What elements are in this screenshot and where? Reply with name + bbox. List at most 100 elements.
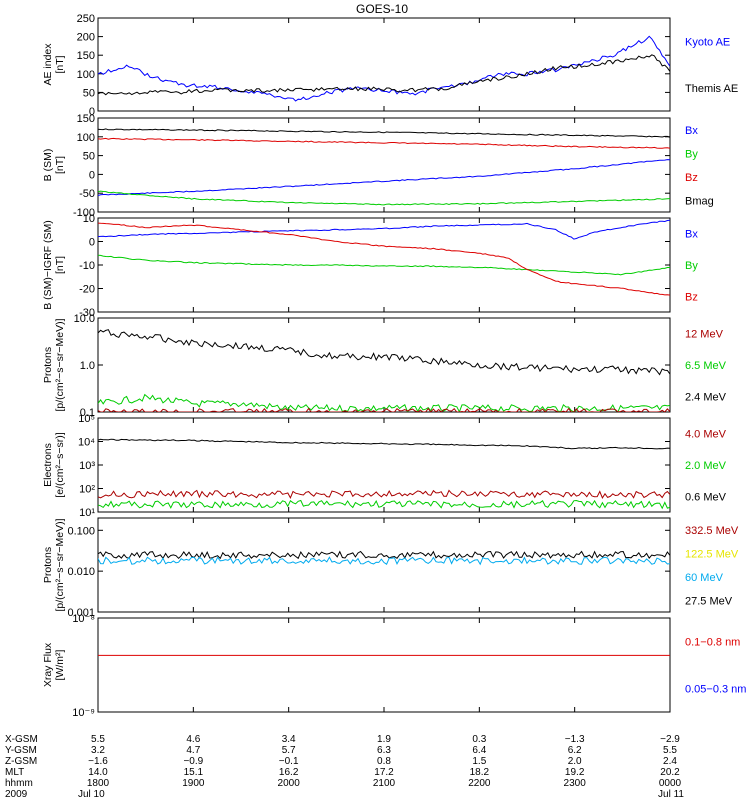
x-axis-row-label: 2009 bbox=[5, 789, 28, 800]
series-by bbox=[98, 254, 670, 276]
x-axis-value: 3.4 bbox=[282, 734, 296, 745]
y-tick-label: 100 bbox=[77, 69, 95, 81]
y-tick-label: 100 bbox=[77, 132, 95, 144]
y-tick-label: 0.010 bbox=[67, 566, 95, 578]
legend-entry: 0.05−0.3 nm bbox=[685, 684, 746, 696]
y-tick-label: -10 bbox=[79, 260, 95, 272]
x-axis-value: 1900 bbox=[182, 778, 205, 789]
x-axis-value: −1.6 bbox=[88, 756, 108, 767]
y-axis-label: [nT] bbox=[54, 156, 66, 174]
x-axis-value: 4.7 bbox=[186, 745, 200, 756]
x-axis-row-label: hhmm bbox=[5, 778, 33, 789]
x-axis-value: 2.0 bbox=[568, 756, 582, 767]
legend-entry: 2.0 MeV bbox=[685, 460, 727, 472]
panel-electrons: 10¹ 10² 10³ 10⁴ 10⁵ Electrons [e/(cm²−s−sr)] 4.… bbox=[42, 413, 727, 519]
x-axis-value: 6.3 bbox=[377, 745, 391, 756]
x-axis-value: 4.6 bbox=[186, 734, 200, 745]
y-tick-label: 0 bbox=[89, 237, 95, 249]
x-axis-value: 5.5 bbox=[91, 734, 105, 745]
panel-bsm: -100 -50 0 50 100 150 B (SM) [nT] Bx By Bz Bmag bbox=[42, 113, 714, 219]
y-tick-label: 0 bbox=[89, 106, 95, 118]
y-tick-label: 50 bbox=[83, 151, 95, 163]
y-tick-label: 10.0 bbox=[74, 313, 95, 325]
panel-bdiff: -30 -20 -10 0 10 B (SM)−IGRF (SM) [nT] Bx By Bz bbox=[42, 213, 698, 319]
series-60-mev bbox=[98, 556, 670, 566]
y-tick-label: -100 bbox=[73, 207, 95, 219]
y-tick-label: 250 bbox=[77, 13, 95, 25]
legend-entry: 60 MeV bbox=[685, 572, 724, 584]
y-tick-label: 0.1 bbox=[80, 407, 95, 419]
plot-title: GOES-10 bbox=[356, 2, 408, 16]
legend-entry: 4.0 MeV bbox=[685, 429, 727, 441]
x-axis-value: 0.8 bbox=[377, 756, 391, 767]
x-axis-value: Jul 10 bbox=[78, 789, 105, 800]
x-axis-row-label: MLT bbox=[5, 767, 24, 778]
y-tick-label: 50 bbox=[83, 87, 95, 99]
x-axis-value: −0.1 bbox=[279, 756, 299, 767]
panel-frame bbox=[97, 417, 671, 513]
x-axis-value: 16.2 bbox=[279, 767, 299, 778]
legend-entry: By bbox=[685, 148, 698, 160]
series-bx bbox=[98, 159, 670, 196]
legend-entry: Bx bbox=[685, 125, 698, 137]
legend-entry: Bz bbox=[685, 172, 698, 184]
legend-entry: 0.6 MeV bbox=[685, 491, 727, 503]
x-axis-value: 15.1 bbox=[184, 767, 204, 778]
series-0-6-mev bbox=[98, 438, 670, 450]
legend-entry: Bmag bbox=[685, 195, 714, 207]
panel-protons2: 0.001 0.010 0.100 Protons [p/(cm²−s−sr−MeV)]… bbox=[42, 517, 739, 619]
y-axis-label: [p/(cm²−s−sr−MeV)] bbox=[54, 518, 66, 611]
x-axis-value: −0.9 bbox=[183, 756, 203, 767]
x-axis-row-label: Z-GSM bbox=[5, 756, 37, 767]
x-axis-value: 20.2 bbox=[660, 767, 680, 778]
series-2-0-mev bbox=[98, 499, 670, 510]
x-axis-value: 18.2 bbox=[470, 767, 490, 778]
y-tick-label: 0.001 bbox=[67, 607, 95, 619]
legend-entry: 12 MeV bbox=[685, 329, 724, 341]
series-12-mev bbox=[98, 407, 670, 412]
x-axis-value: 14.0 bbox=[88, 767, 108, 778]
panel-frame bbox=[97, 517, 671, 613]
series-bz bbox=[98, 222, 670, 296]
series-themis-ae bbox=[98, 54, 670, 96]
x-axis-value: Jul 11 bbox=[658, 789, 684, 800]
series-bx bbox=[98, 219, 670, 240]
y-tick-label: 10² bbox=[79, 484, 95, 496]
x-axis-value: 19.2 bbox=[565, 767, 585, 778]
x-axis-value: 3.2 bbox=[91, 745, 105, 756]
y-tick-label: 150 bbox=[77, 50, 95, 62]
x-axis-value: 1.9 bbox=[377, 734, 391, 745]
y-axis-label: B (SM) bbox=[42, 149, 54, 182]
x-axis-value: −1.3 bbox=[565, 734, 585, 745]
y-tick-label: -20 bbox=[79, 284, 95, 296]
y-tick-label: 10⁻⁸ bbox=[72, 613, 95, 625]
panel-protons1: 0.1 1.0 10.0 Protons [p/(cm²−s−sr−MeV)] 12 Me… bbox=[42, 313, 727, 419]
y-tick-label: 150 bbox=[77, 113, 95, 125]
y-axis-label: [nT] bbox=[54, 256, 66, 274]
x-axis-value: 0000 bbox=[659, 778, 682, 789]
panel-frame bbox=[97, 317, 671, 413]
x-axis-value: −2.9 bbox=[660, 734, 680, 745]
series-bmag bbox=[98, 128, 670, 138]
legend-entry: 0.1−0.8 nm bbox=[685, 637, 740, 649]
legend-entry: 122.5 MeV bbox=[685, 548, 739, 560]
y-tick-label: 200 bbox=[77, 32, 95, 44]
y-axis-label: Xray Flux bbox=[42, 642, 54, 687]
y-axis-label: B (SM)−IGRF (SM) bbox=[42, 220, 54, 310]
panel-frame bbox=[97, 617, 671, 713]
x-axis-value: 5.7 bbox=[282, 745, 296, 756]
series-4-0-mev bbox=[98, 489, 670, 499]
series-by bbox=[98, 190, 670, 206]
legend-entry: Bx bbox=[685, 229, 698, 241]
x-axis-value: 1800 bbox=[87, 778, 110, 789]
legend-entry: Kyoto AE bbox=[685, 36, 730, 48]
series-2-4-mev bbox=[98, 329, 670, 376]
y-tick-label: 10³ bbox=[79, 460, 95, 472]
y-axis-label: Protons bbox=[42, 547, 54, 583]
x-axis-value: 2200 bbox=[468, 778, 491, 789]
y-tick-label: 10¹ bbox=[79, 507, 95, 519]
panel-frame bbox=[97, 17, 671, 112]
legend-entry: Themis AE bbox=[685, 83, 738, 95]
y-tick-label: -50 bbox=[79, 188, 95, 200]
